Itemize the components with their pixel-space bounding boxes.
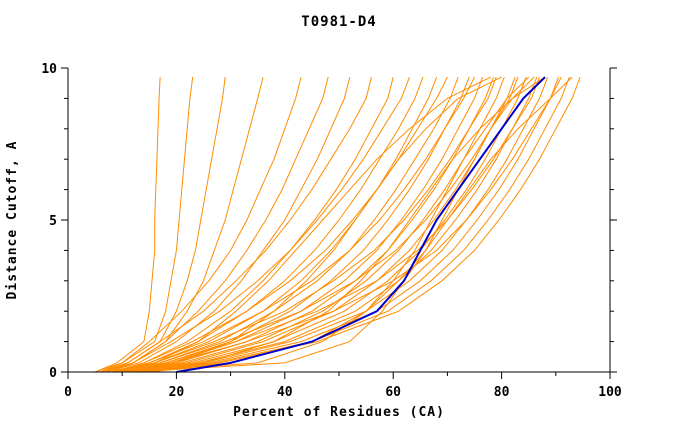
model-curve xyxy=(94,77,161,373)
x-tick-label: 20 xyxy=(169,385,185,400)
model-curve xyxy=(116,76,448,373)
model-curve xyxy=(132,76,527,373)
model-curve xyxy=(127,76,497,373)
model-curve xyxy=(122,76,502,373)
model-curve xyxy=(100,76,264,373)
highlighted-model-curve xyxy=(176,76,546,373)
y-tick-label: 0 xyxy=(49,366,57,381)
model-curves-group xyxy=(94,76,581,373)
model-curve xyxy=(138,76,549,373)
x-tick-label: 80 xyxy=(494,385,510,400)
model-curve xyxy=(100,76,302,373)
chart-title: T0981-D4 xyxy=(301,14,376,30)
model-curve xyxy=(143,76,562,373)
x-tick-label: 60 xyxy=(385,385,401,400)
model-curve xyxy=(111,76,410,373)
x-axis-label: Percent of Residues (CA) xyxy=(233,405,445,420)
x-tick-label: 0 xyxy=(64,385,72,400)
model-curve xyxy=(105,76,351,373)
model-curve xyxy=(149,76,573,373)
y-axis-label: Distance Cutoff, A xyxy=(5,141,20,300)
model-curve xyxy=(122,76,475,373)
axes-group: 0 20 40 60 80 100 0 5 10 xyxy=(41,62,622,400)
model-curve xyxy=(122,76,530,373)
model-curve xyxy=(138,76,538,373)
model-curve xyxy=(111,76,492,373)
x-tick-label: 40 xyxy=(277,385,293,400)
y-tick-label: 5 xyxy=(49,214,57,229)
model-curve xyxy=(132,76,546,373)
model-curve xyxy=(94,77,194,373)
model-curve xyxy=(111,76,394,373)
model-curve xyxy=(105,76,372,373)
x-tick-label: 100 xyxy=(598,385,622,400)
model-curve xyxy=(132,76,535,373)
model-curve xyxy=(143,76,559,373)
model-curve xyxy=(116,76,459,373)
y-tick-label: 10 xyxy=(41,62,57,77)
model-curve xyxy=(116,76,438,373)
model-curve xyxy=(138,76,540,373)
model-curve xyxy=(105,76,329,373)
